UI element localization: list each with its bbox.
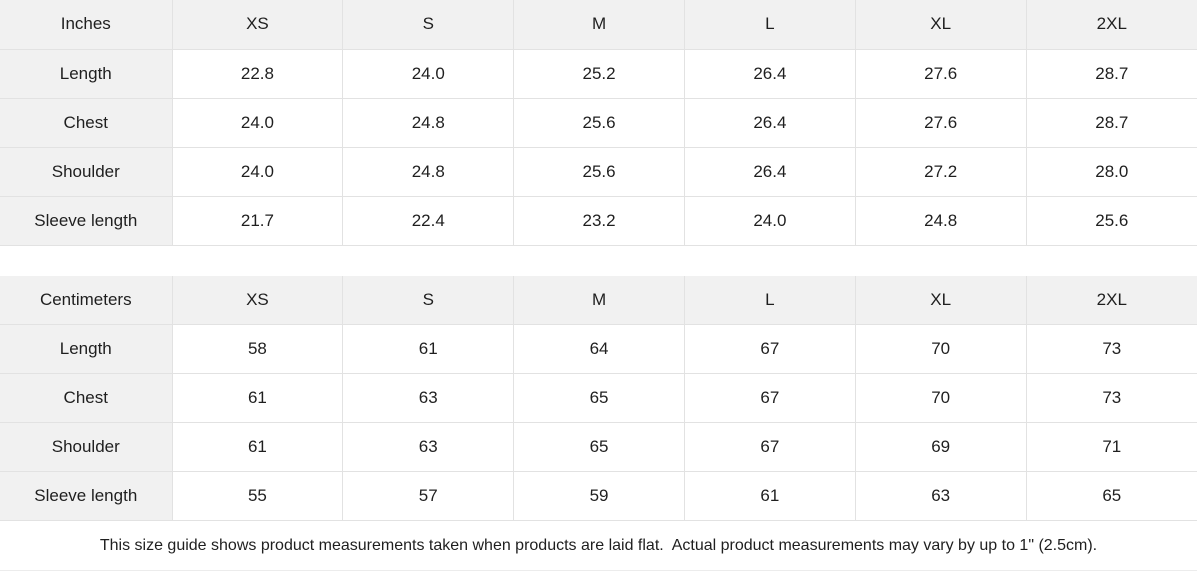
measurement-row: Shoulder 24.0 24.8 25.6 26.4 27.2 28.0: [0, 146, 1197, 197]
size-table-centimeters: Centimeters XS S M L XL 2XL Length 58 61 64 67 70 73 C…: [0, 275, 1197, 521]
measurement-value: 28.7: [1025, 48, 1197, 99]
measurement-row: Sleeve length 55 57 59 61 63 65: [0, 471, 1197, 521]
size-table-inches: Inches XS S M L XL 2XL Length 22.8 24.0 25.2 26.4 27…: [0, 0, 1197, 246]
measurement-label: Shoulder: [0, 146, 173, 197]
measurement-value: 24.8: [342, 97, 515, 148]
measurement-value: 73: [1025, 324, 1197, 374]
measurement-value: 24.8: [342, 146, 515, 197]
size-guide-disclaimer: This size guide shows product measuremen…: [0, 521, 1197, 571]
measurement-value: 61: [171, 422, 344, 472]
measurement-label: Sleeve length: [0, 471, 173, 521]
measurement-value: 61: [171, 373, 344, 423]
measurement-value: 67: [683, 324, 856, 374]
measurement-value: 27.2: [854, 146, 1027, 197]
size-column-header-xl: XL: [854, 0, 1027, 50]
measurement-value: 65: [1025, 471, 1197, 521]
size-column-header-m: M: [513, 275, 685, 325]
size-column-header-m: M: [513, 0, 685, 50]
measurement-value: 25.2: [513, 48, 685, 99]
measurement-value: 57: [342, 471, 515, 521]
size-table-header-row: Inches XS S M L XL 2XL: [0, 0, 1197, 50]
measurement-label: Chest: [0, 373, 173, 423]
measurement-value: 25.6: [513, 146, 685, 197]
measurement-label: Sleeve length: [0, 195, 173, 246]
measurement-row: Shoulder 61 63 65 67 69 71: [0, 422, 1197, 472]
measurement-value: 63: [342, 422, 515, 472]
unit-label: Inches: [0, 0, 173, 50]
measurement-row: Length 22.8 24.0 25.2 26.4 27.6 28.7: [0, 48, 1197, 99]
measurement-value: 63: [342, 373, 515, 423]
measurement-value: 63: [854, 471, 1027, 521]
size-column-header-xl: XL: [854, 275, 1027, 325]
measurement-value: 24.0: [171, 97, 344, 148]
measurement-value: 61: [342, 324, 515, 374]
measurement-value: 26.4: [683, 97, 856, 148]
measurement-value: 70: [854, 373, 1027, 423]
measurement-value: 24.0: [683, 195, 856, 246]
measurement-value: 61: [683, 471, 856, 521]
measurement-value: 24.0: [342, 48, 515, 99]
measurement-row: Chest 24.0 24.8 25.6 26.4 27.6 28.7: [0, 97, 1197, 148]
measurement-value: 64: [513, 324, 685, 374]
measurement-value: 69: [854, 422, 1027, 472]
measurement-row: Length 58 61 64 67 70 73: [0, 324, 1197, 374]
size-column-header-s: S: [342, 0, 515, 50]
measurement-label: Chest: [0, 97, 173, 148]
measurement-value: 22.4: [342, 195, 515, 246]
size-column-header-s: S: [342, 275, 515, 325]
measurement-value: 71: [1025, 422, 1197, 472]
measurement-value: 27.6: [854, 97, 1027, 148]
size-column-header-2xl: 2XL: [1025, 0, 1197, 50]
measurement-value: 73: [1025, 373, 1197, 423]
measurement-value: 26.4: [683, 48, 856, 99]
table-gap: [0, 245, 1197, 276]
measurement-row: Sleeve length 21.7 22.4 23.2 24.0 24.8 25.6: [0, 195, 1197, 246]
measurement-value: 67: [683, 373, 856, 423]
measurement-value: 59: [513, 471, 685, 521]
measurement-label: Length: [0, 324, 173, 374]
measurement-value: 58: [171, 324, 344, 374]
measurement-value: 28.0: [1025, 146, 1197, 197]
size-column-header-l: L: [683, 275, 856, 325]
measurement-value: 67: [683, 422, 856, 472]
measurement-value: 25.6: [513, 97, 685, 148]
size-column-header-2xl: 2XL: [1025, 275, 1197, 325]
measurement-label: Length: [0, 48, 173, 99]
size-column-header-l: L: [683, 0, 856, 50]
measurement-value: 27.6: [854, 48, 1027, 99]
measurement-value: 21.7: [171, 195, 344, 246]
measurement-value: 23.2: [513, 195, 685, 246]
measurement-value: 55: [171, 471, 344, 521]
measurement-value: 65: [513, 373, 685, 423]
measurement-value: 65: [513, 422, 685, 472]
measurement-value: 24.8: [854, 195, 1027, 246]
size-column-header-xs: XS: [171, 0, 344, 50]
measurement-value: 25.6: [1025, 195, 1197, 246]
measurement-value: 70: [854, 324, 1027, 374]
measurement-value: 24.0: [171, 146, 344, 197]
measurement-row: Chest 61 63 65 67 70 73: [0, 373, 1197, 423]
measurement-label: Shoulder: [0, 422, 173, 472]
size-table-header-row: Centimeters XS S M L XL 2XL: [0, 275, 1197, 325]
measurement-value: 22.8: [171, 48, 344, 99]
unit-label: Centimeters: [0, 275, 173, 325]
measurement-value: 26.4: [683, 146, 856, 197]
measurement-value: 28.7: [1025, 97, 1197, 148]
size-column-header-xs: XS: [171, 275, 344, 325]
